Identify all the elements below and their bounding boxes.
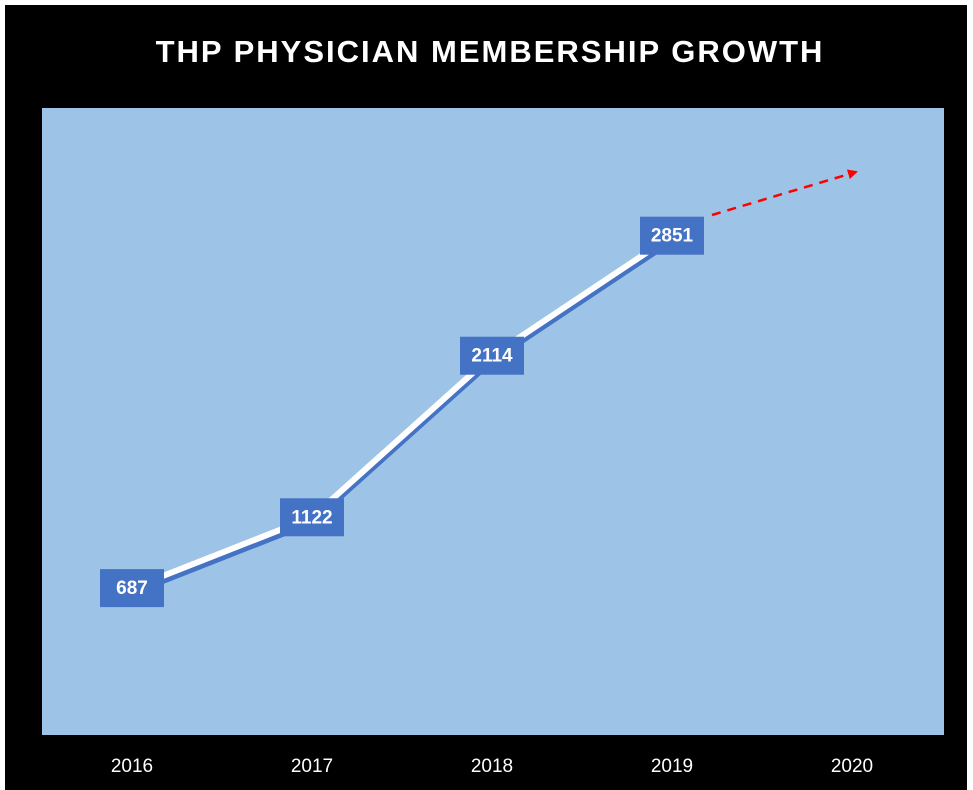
data-label-box [460, 336, 524, 375]
data-label-box [280, 498, 344, 537]
data-label: 2851 [651, 226, 694, 247]
line [130, 233, 674, 591]
x-tick-label: 2020 [831, 756, 873, 777]
data-label: 687 [116, 578, 148, 599]
x-tick-label: 2016 [111, 756, 153, 777]
line-shadow [130, 238, 674, 596]
x-tick-label: 2018 [471, 756, 513, 777]
data-label-box [640, 216, 704, 255]
data-label: 2114 [471, 346, 513, 367]
x-tick-label: 2017 [291, 756, 333, 777]
data-label: 1122 [291, 507, 332, 528]
data-label-box [100, 569, 164, 608]
x-tick-label: 2019 [651, 756, 693, 777]
chart-title: THP PHYSICIAN MEMBERSHIP GROWTH [156, 34, 825, 69]
